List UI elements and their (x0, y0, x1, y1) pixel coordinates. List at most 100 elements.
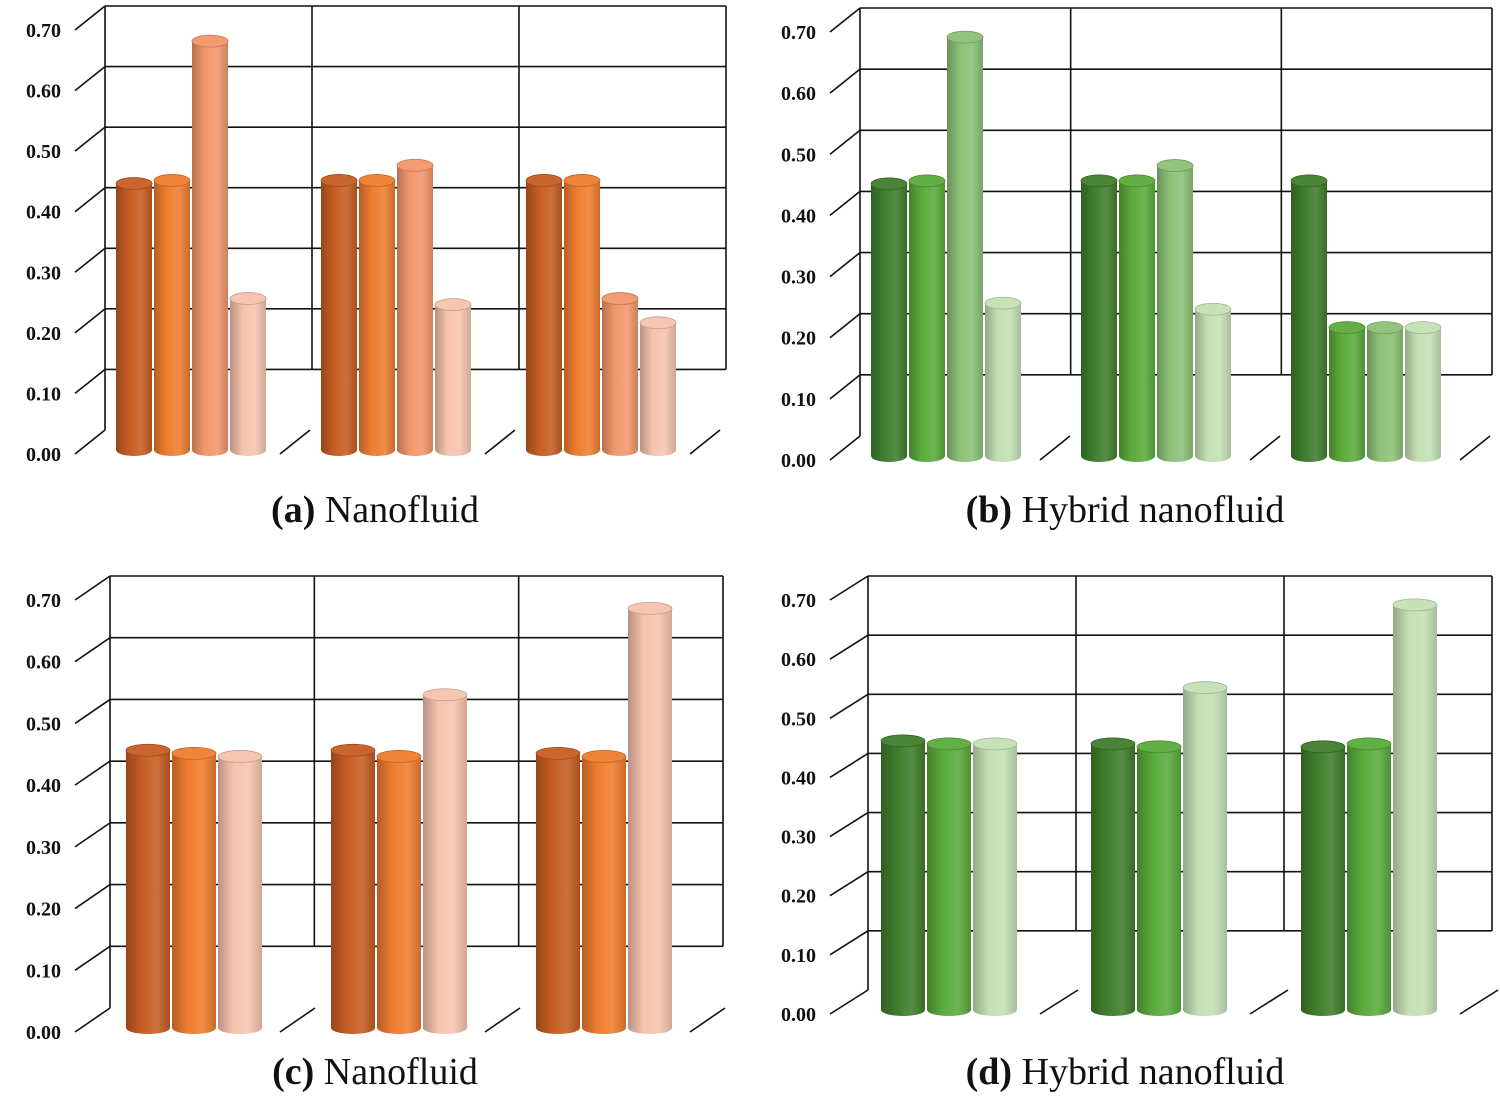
bar-b-s2-c2 (1118, 174, 1156, 462)
gridline-side (74, 5, 106, 31)
gridline-side (74, 247, 106, 273)
chart-panel-a: 0.00 0.10 0.20 0.30 0.40 0.50 0.60 0.70 (a) Nan… (0, 0, 750, 550)
bar-c-s2-c1 (171, 746, 217, 1034)
gridline-side (829, 7, 861, 33)
gridline-side (74, 883, 111, 910)
floor-tick (829, 989, 869, 1015)
floor-tick (1459, 435, 1491, 461)
gridline-side (829, 68, 861, 94)
y-tick-label: 0.20 (781, 328, 816, 350)
floor-tick (829, 435, 861, 461)
bar-d-s2-c1 (926, 737, 972, 1016)
bar-b-s2-c3 (1328, 321, 1366, 462)
chart-c-caption: (c) Nanofluid (0, 1050, 750, 1094)
y-tick-label: 0.30 (26, 837, 61, 859)
bar-b-s3-c3 (1366, 321, 1404, 462)
y-tick-label: 0.70 (781, 22, 816, 44)
chart-b-plot: 0.00 0.10 0.20 0.30 0.40 0.50 0.60 0.70 (781, 7, 1493, 472)
floor-tick (689, 429, 721, 455)
gridline-side (74, 698, 111, 725)
y-tick-label: 0.60 (781, 83, 816, 105)
y-tick-label: 0.00 (26, 444, 61, 466)
bar-d-s3-c3 (1392, 598, 1438, 1016)
floor-tick (74, 429, 106, 455)
chart-panel-d: 0.00 0.10 0.20 0.30 0.40 0.50 0.60 0.70 (d) Hyb… (750, 550, 1500, 1100)
y-tick-label: 0.40 (781, 205, 816, 227)
bar-b-s4-c3 (1404, 321, 1442, 462)
y-tick-label: 0.10 (781, 945, 816, 967)
bar-d-s1-c2 (1090, 737, 1136, 1016)
y-tick-label: 0.00 (26, 1022, 61, 1044)
floor-tick (74, 1007, 111, 1033)
y-tick-label: 0.70 (26, 590, 61, 612)
bar-b-s1-c2 (1080, 174, 1118, 462)
y-tick-label: 0.60 (26, 81, 61, 103)
bar-a-s1-c3 (525, 174, 563, 456)
y-tick-label: 0.00 (781, 450, 816, 472)
chart-a-caption-label: (a) (271, 489, 316, 531)
bar-a-s2-c2 (358, 174, 396, 456)
chart-b-caption-text: Hybrid nanofluid (1021, 489, 1285, 531)
y-tick-label: 0.20 (26, 899, 61, 921)
bar-a-s4-c2 (434, 298, 472, 456)
gridline-side (74, 822, 111, 848)
chart-panel-c: 0.00 0.10 0.20 0.30 0.40 0.50 0.60 0.70 (c) Nan… (0, 550, 750, 1100)
gridline-side (74, 65, 106, 92)
bar-b-s1-c3 (1290, 174, 1328, 462)
floor-tick (1039, 435, 1071, 461)
bar-a-s2-c3 (563, 174, 601, 456)
bar-c-s3-c1 (217, 750, 263, 1034)
y-tick-label: 0.10 (781, 389, 816, 411)
y-tick-label: 0.40 (26, 202, 61, 224)
bar-b-s3-c2 (1156, 159, 1194, 463)
y-tick-label: 0.20 (781, 886, 816, 908)
y-tick-label: 0.10 (26, 383, 61, 405)
y-tick-label: 0.30 (26, 262, 61, 284)
gridline-side (829, 313, 861, 339)
gridline-side (829, 871, 869, 897)
bar-a-s4-c3 (639, 316, 677, 456)
bar-c-s3-c2 (422, 688, 468, 1034)
bar-b-s3-c1 (946, 30, 984, 463)
chart-b-caption-label: (b) (965, 489, 1013, 531)
gridline-side (829, 930, 869, 956)
y-tick-label: 0.10 (26, 960, 61, 982)
chart-panel-b: 0.00 0.10 0.20 0.30 0.40 0.50 0.60 0.70 (b) Hyb… (750, 0, 1500, 550)
y-tick-label: 0.60 (781, 649, 816, 671)
y-tick-label: 0.00 (781, 1004, 816, 1026)
gridline-side (829, 129, 861, 155)
floor-tick (484, 429, 516, 455)
gridline-side (74, 637, 111, 663)
gridline-side (74, 760, 111, 786)
y-tick-label: 0.70 (26, 20, 61, 42)
bar-b-s2-c1 (908, 174, 946, 462)
y-tick-label: 0.50 (26, 141, 61, 163)
chart-c-caption-text: Nanofluid (323, 1051, 478, 1093)
bar-b-s4-c2 (1194, 302, 1232, 462)
gridline-side (829, 811, 869, 838)
gridline-side (829, 190, 861, 217)
gridline-side (829, 575, 869, 601)
gridline-side (74, 945, 111, 971)
gridline-side (74, 575, 111, 601)
bar-a-s4-c1 (229, 292, 267, 456)
gridline-side (74, 187, 106, 213)
bar-a-s1-c2 (320, 174, 358, 456)
bar-d-s1-c1 (880, 734, 926, 1016)
y-tick-label: 0.40 (26, 775, 61, 797)
bar-c-s1-c1 (125, 743, 171, 1034)
bar-c-s1-c2 (330, 743, 376, 1034)
y-tick-label: 0.60 (26, 652, 61, 674)
floor-tick (1249, 989, 1289, 1015)
bar-c-s3-c3 (627, 601, 673, 1034)
y-tick-label: 0.50 (781, 708, 816, 730)
chart-a-caption: (a) Nanofluid (0, 488, 750, 532)
bar-a-s3-c1 (191, 34, 229, 457)
bar-d-s1-c3 (1300, 740, 1346, 1016)
bar-d-s3-c1 (972, 737, 1018, 1016)
gridline-side (74, 368, 106, 395)
floor-tick (484, 1007, 521, 1033)
gridline-side (829, 634, 869, 660)
bar-a-s3-c3 (601, 292, 639, 456)
